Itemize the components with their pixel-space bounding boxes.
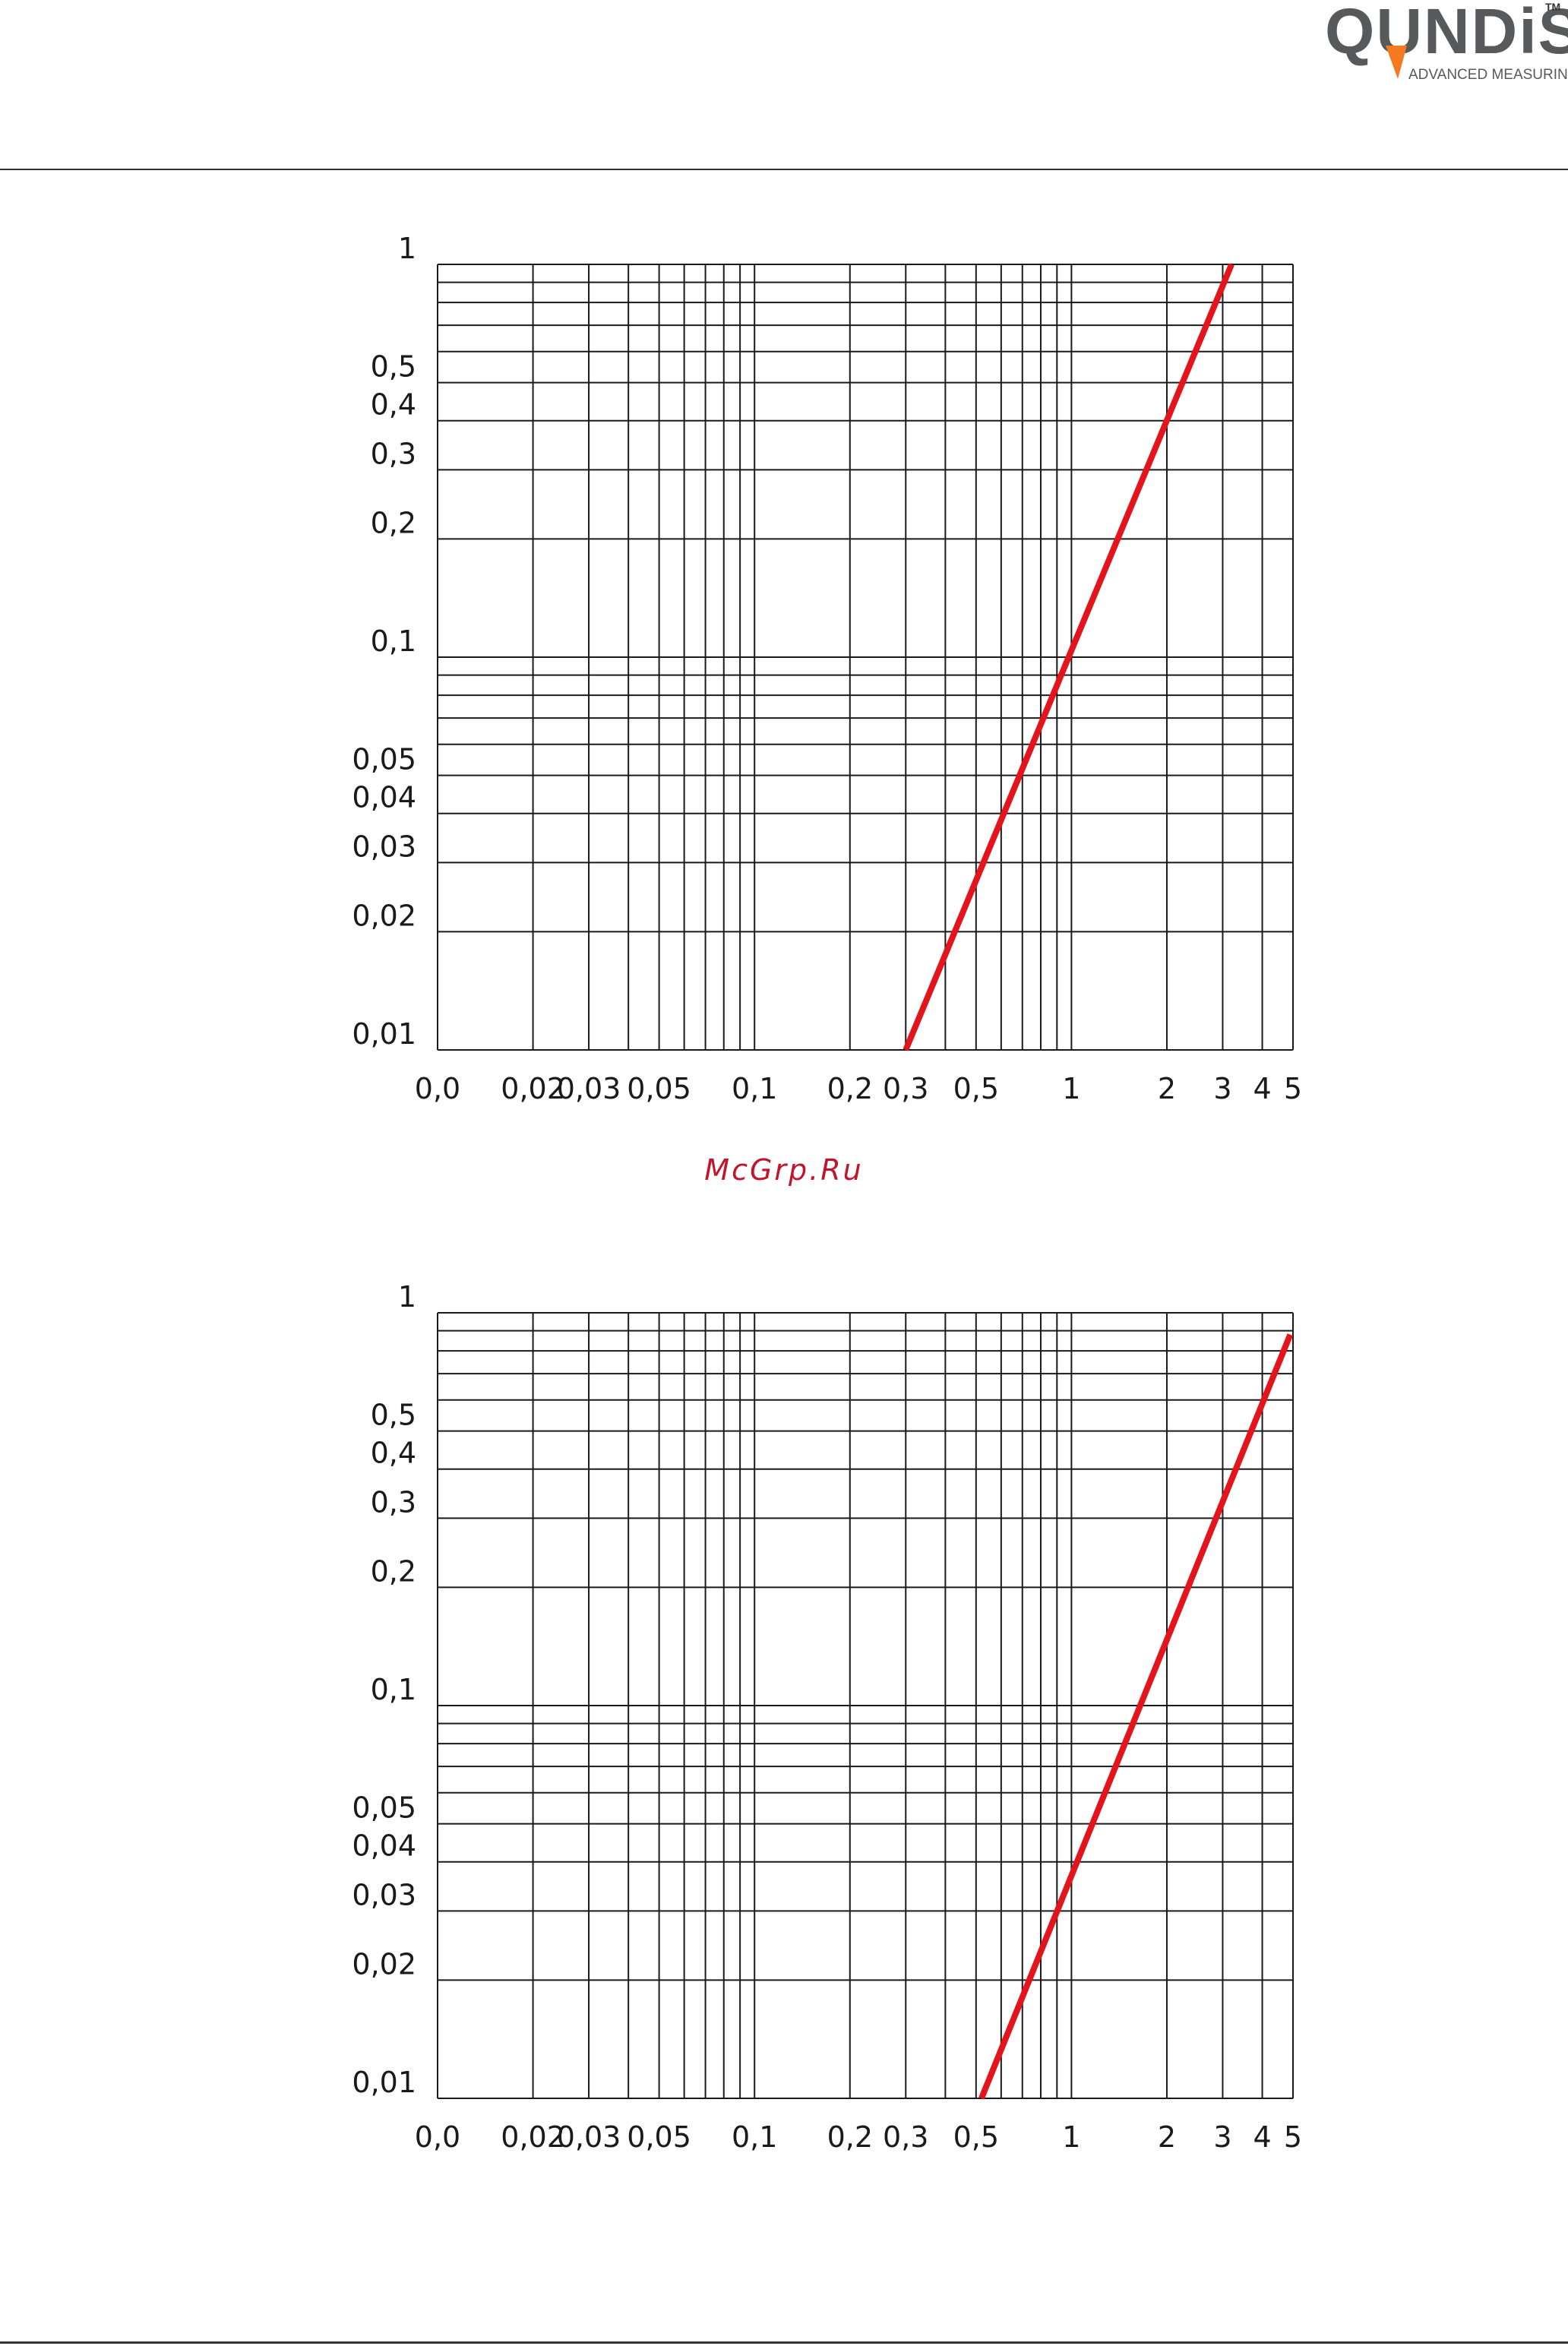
- logo-tagline: ADVANCED MEASURING SOLUTIONS.: [1408, 67, 1568, 83]
- x-tick-label: 0,5: [953, 1072, 999, 1105]
- x-tick-label: 0,0: [415, 2120, 460, 2154]
- y-tick-label: 0,03: [352, 830, 416, 863]
- logo-wordmark: QUNDiS: [1325, 0, 1568, 67]
- x-tick-label: 3: [1213, 2120, 1231, 2154]
- y-tick-label: 0,04: [352, 781, 416, 814]
- x-tick-label: 2: [1158, 2120, 1176, 2154]
- x-tick-label: 0,2: [827, 1072, 873, 1105]
- series-line: [978, 1333, 1294, 2100]
- y-tick-label: 0,05: [352, 1791, 416, 1825]
- y-tick-label: 0,5: [371, 350, 416, 384]
- y-tick-label: 0,3: [371, 1485, 416, 1519]
- y-tick-label: 1: [398, 232, 416, 265]
- x-tick-label: 4: [1253, 1072, 1271, 1105]
- y-tick-label: 0,4: [371, 388, 416, 422]
- y-tick-label: 0,01: [352, 1017, 416, 1051]
- x-tick-label: 1: [1062, 2120, 1080, 2154]
- y-tick-label: 0,4: [371, 1437, 416, 1470]
- y-tick-label: 1: [398, 1280, 416, 1314]
- x-tick-label: 0,3: [883, 2120, 928, 2154]
- x-tick-label: 2: [1158, 1072, 1176, 1105]
- x-tick-label: 0,05: [627, 1072, 691, 1105]
- y-tick-label: 0,01: [352, 2066, 416, 2099]
- x-tick-label: 1: [1062, 1072, 1080, 1105]
- logo-trademark: TM: [1545, 1, 1560, 13]
- y-tick-label: 0,04: [352, 1829, 416, 1863]
- y-tick-label: 0,1: [371, 624, 416, 658]
- y-tick-label: 0,03: [352, 1878, 416, 1911]
- qundis-logo: QUNDiS ADVANCED MEASURING SOLUTIONS. TM: [1325, 0, 1568, 83]
- y-tick-label: 0,1: [371, 1673, 416, 1706]
- x-tick-label: 0,02: [501, 2120, 565, 2154]
- x-tick-label: 0,03: [557, 1072, 621, 1105]
- y-tick-label: 0,05: [352, 743, 416, 776]
- x-tick-label: 0,3: [883, 1072, 928, 1105]
- series-line: [903, 263, 1234, 1051]
- x-tick-label: 5: [1284, 2120, 1302, 2154]
- x-tick-label: 0,1: [732, 1072, 777, 1105]
- logo-accent-mark: [1386, 46, 1407, 79]
- x-tick-label: 4: [1253, 2120, 1271, 2154]
- x-tick-label: 0,02: [501, 1072, 565, 1105]
- x-tick-label: 0,05: [627, 2120, 691, 2154]
- y-tick-label: 0,2: [371, 506, 416, 539]
- x-tick-label: 0,1: [732, 2120, 777, 2154]
- loglog-chart-2: 10,50,40,30,20,10,050,040,030,020,010,0 0…: [352, 1280, 1302, 2154]
- loglog-chart-1: 10,50,40,30,20,10,050,040,030,020,010,0 0…: [352, 232, 1302, 1105]
- x-tick-label: 0,0: [415, 1072, 460, 1105]
- y-tick-label: 0,02: [352, 899, 416, 932]
- x-tick-label: 3: [1213, 1072, 1231, 1105]
- watermark: McGrp.Ru: [704, 1153, 864, 1187]
- x-tick-label: 0,2: [827, 2120, 873, 2154]
- x-tick-label: 0,03: [557, 2120, 621, 2154]
- x-tick-label: 0,5: [953, 2120, 999, 2154]
- y-tick-label: 0,5: [371, 1399, 416, 1432]
- y-tick-label: 0,3: [371, 437, 416, 470]
- y-tick-label: 0,02: [352, 1947, 416, 1981]
- y-tick-label: 0,2: [371, 1554, 416, 1588]
- header-divider: [0, 169, 1568, 170]
- x-tick-label: 5: [1284, 1072, 1302, 1105]
- footer-divider: [0, 2341, 1568, 2344]
